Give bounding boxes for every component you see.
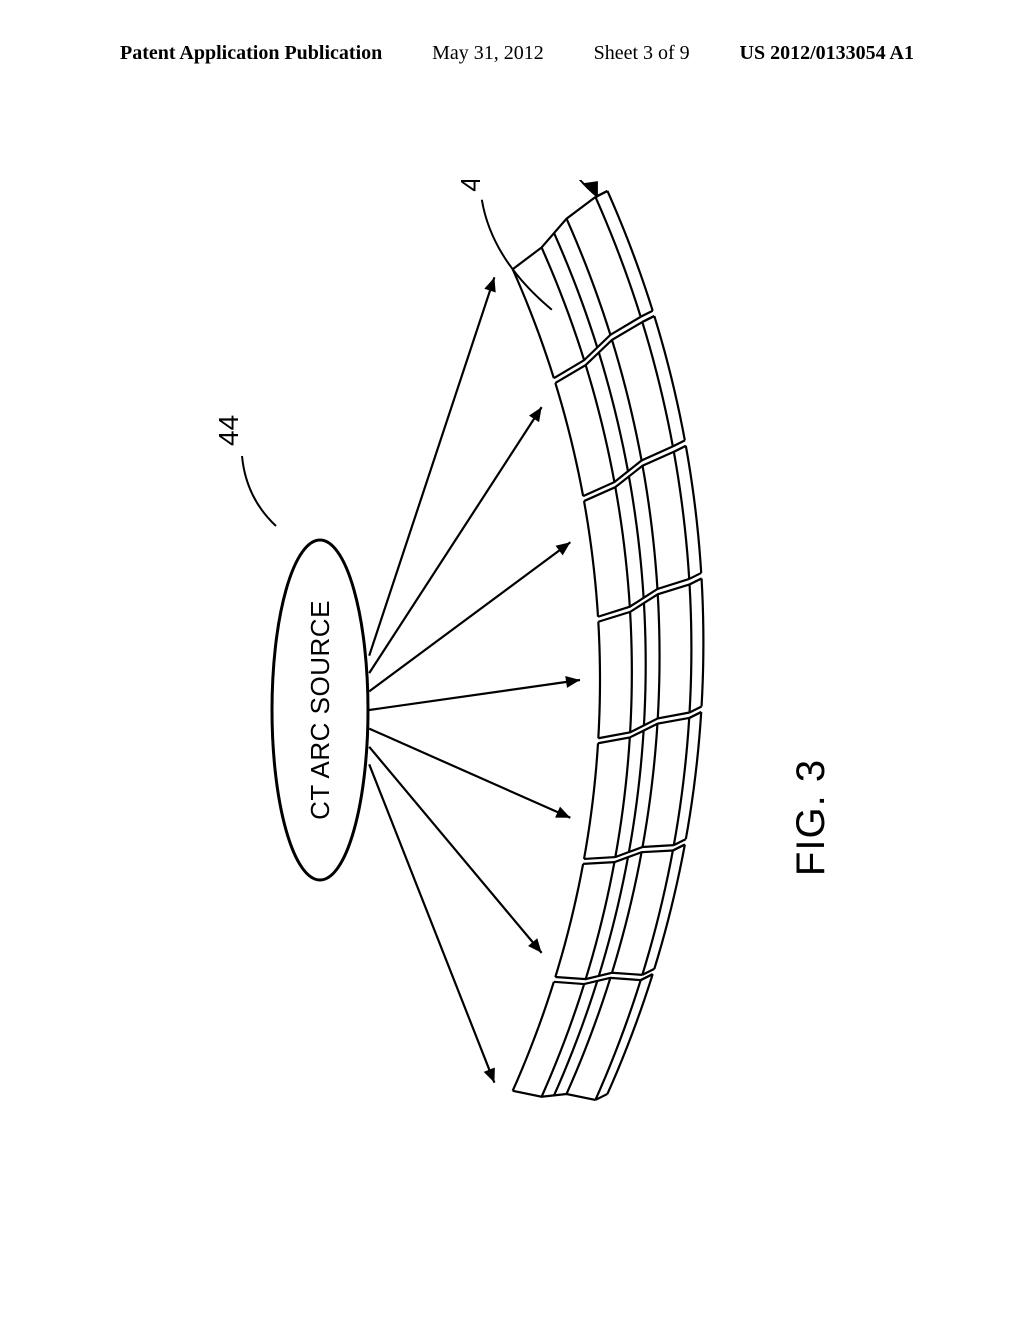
ref-44: 44 (213, 415, 244, 446)
pub-label: Patent Application Publication (120, 42, 382, 65)
figure-3: FIG. 3 CT ARC SOURCE444240 (90, 120, 930, 1240)
ct-arc-source-label: CT ARC SOURCE (305, 600, 335, 820)
pub-date: May 31, 2012 (432, 42, 544, 65)
figure-drawing: CT ARC SOURCE444240 (150, 180, 870, 1180)
sheet-number: Sheet 3 of 9 (594, 42, 690, 65)
pub-number: US 2012/0133054 A1 (740, 42, 914, 65)
ref-42: 42 (455, 180, 486, 192)
ray-arrows (369, 277, 580, 1082)
detector-array (513, 191, 704, 1100)
